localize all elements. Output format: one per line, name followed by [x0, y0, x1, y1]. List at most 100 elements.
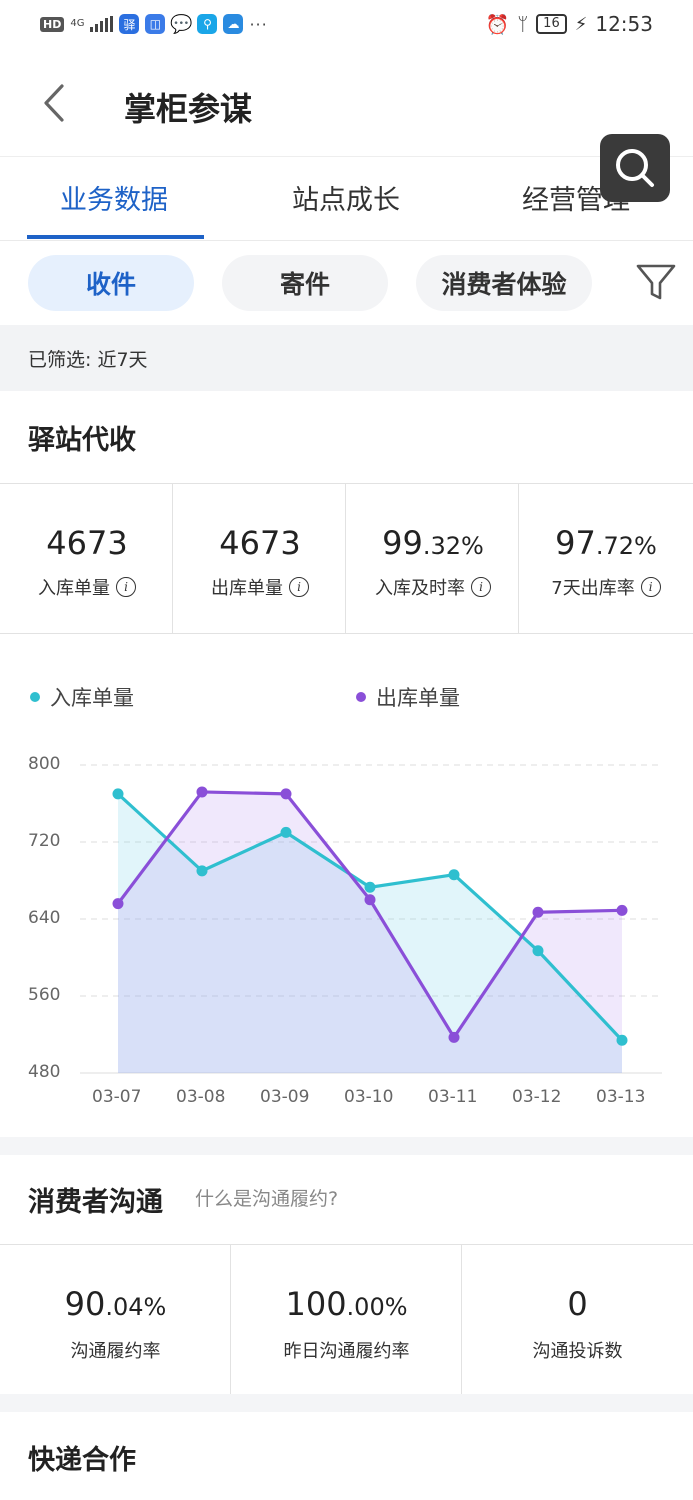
consumer-section-title: 消费者沟通 [28, 1187, 163, 1218]
section-divider [0, 1394, 693, 1412]
x-tick-label: 03-10 [344, 1087, 394, 1107]
subtabs: 收件 寄件 消费者体验 [0, 241, 693, 325]
status-icons-right: ⏰ ᛘ 16 ⚡ 12:53 [486, 12, 653, 36]
signal-icon [90, 16, 114, 32]
app-header [0, 50, 693, 157]
stat-label: 入库及时率 i [346, 574, 520, 600]
x-tick-label: 03-13 [596, 1087, 646, 1107]
filter-summary-text: 已筛选: 近7天 [28, 349, 148, 371]
stat-card-fulfillment-rate[interactable]: 90.04% 沟通履约率 [0, 1244, 232, 1395]
stat-value: 90.04% [64, 1285, 167, 1323]
battery-icon: 16 [536, 14, 567, 34]
page-title: 掌柜参谋 [124, 90, 253, 128]
x-tick-label: 03-12 [512, 1087, 562, 1107]
stat-card-inbound-timely-rate[interactable]: 99.32% 入库及时率 i [345, 483, 521, 634]
y-tick-label: 640 [28, 908, 61, 928]
subtab-consumer-experience[interactable]: 消费者体验 [416, 255, 592, 311]
y-tick-label: 480 [28, 1062, 61, 1082]
main-tabs: 业务数据 站点成长 经营管理 [0, 156, 693, 241]
data-point[interactable] [280, 788, 292, 800]
section-divider [0, 1137, 693, 1155]
active-tab-indicator [27, 235, 204, 239]
clock: 12:53 [595, 12, 653, 36]
stat-label: 沟通履约率 [70, 1341, 161, 1362]
chat-icon: 💬 [170, 13, 193, 35]
info-icon[interactable]: i [471, 577, 491, 597]
y-tick-label: 800 [28, 754, 61, 774]
search-button[interactable] [600, 134, 670, 202]
data-point[interactable] [448, 1031, 460, 1043]
stat-card-complaints[interactable]: 0 沟通投诉数 [461, 1244, 693, 1395]
legend-label: 入库单量 [50, 686, 134, 710]
data-point[interactable] [532, 945, 544, 957]
data-point[interactable] [448, 869, 460, 881]
stat-value: 4673 [219, 524, 301, 562]
data-point[interactable] [364, 894, 376, 906]
line-chart [80, 764, 662, 1074]
alarm-icon: ⏰ [485, 13, 510, 36]
tab-business-data[interactable]: 业务数据 [60, 185, 168, 216]
stat-label: 昨日沟通履约率 [283, 1341, 410, 1362]
stat-value: 100.00% [285, 1285, 408, 1323]
search-app-icon: ⚲ [197, 14, 218, 34]
data-point[interactable] [112, 898, 124, 910]
y-tick-label: 720 [28, 831, 61, 851]
filter-summary-bar [0, 325, 693, 391]
legend-inbound[interactable]: 入库单量 [30, 682, 134, 712]
express-section-title: 快递合作 [28, 1445, 136, 1476]
x-tick-label: 03-07 [92, 1087, 142, 1107]
legend-outbound[interactable]: 出库单量 [356, 682, 460, 712]
stat-card-yesterday-fulfillment-rate[interactable]: 100.00% 昨日沟通履约率 [230, 1244, 463, 1395]
station-section-title: 驿站代收 [28, 425, 136, 456]
station-app-icon: 驿 [119, 14, 140, 34]
charging-icon: ⚡ [574, 13, 588, 35]
stat-label: 7天出库率 i [519, 574, 693, 600]
stat-value: 97.72% [555, 524, 657, 562]
series-area [118, 791, 622, 1073]
search-icon [616, 149, 654, 187]
y-tick-label: 560 [28, 985, 61, 1005]
network-indicator: 4G [70, 18, 85, 29]
stat-label: 沟通投诉数 [532, 1341, 623, 1362]
x-tick-label: 03-09 [260, 1087, 310, 1107]
data-point[interactable] [532, 906, 544, 918]
bluetooth-icon: ᛘ [517, 13, 529, 35]
data-point[interactable] [196, 786, 208, 798]
data-point[interactable] [616, 904, 628, 916]
stat-label: 出库单量 i [173, 574, 347, 600]
data-point[interactable] [364, 881, 376, 893]
data-point[interactable] [616, 1034, 628, 1046]
hd-indicator: HD [40, 16, 65, 32]
cloud-app-icon: ☁ [223, 14, 244, 34]
stat-card-7day-outbound-rate[interactable]: 97.72% 7天出库率 i [518, 483, 693, 634]
x-tick-label: 03-08 [176, 1087, 226, 1107]
info-icon[interactable]: i [289, 577, 309, 597]
chevron-left-icon [44, 84, 64, 122]
status-bar: HD 4G 驿 ◫ 💬 ⚲ ☁ ··· ⏰ ᛘ 16 ⚡ 12:53 [0, 0, 693, 50]
data-point[interactable] [112, 788, 124, 800]
stat-value: 4673 [46, 524, 128, 562]
info-icon[interactable]: i [116, 577, 136, 597]
legend-label: 出库单量 [376, 686, 460, 710]
info-icon[interactable]: i [640, 577, 661, 597]
x-tick-label: 03-11 [428, 1087, 478, 1107]
subtab-receive[interactable]: 收件 [28, 255, 194, 311]
filter-button[interactable] [632, 258, 680, 306]
stat-value: 0 [567, 1285, 588, 1323]
stat-card-inbound[interactable]: 4673 入库单量 i [0, 483, 175, 634]
status-icons-left: HD 4G 驿 ◫ 💬 ⚲ ☁ ··· [40, 12, 268, 36]
series-area [118, 793, 622, 1073]
stat-label: 入库单量 i [0, 574, 174, 600]
legend-dot [30, 692, 40, 702]
more-notifications-icon: ··· [249, 14, 268, 34]
data-point[interactable] [280, 826, 292, 838]
stat-card-outbound[interactable]: 4673 出库单量 i [172, 483, 348, 634]
tab-station-growth[interactable]: 站点成长 [292, 185, 400, 216]
filter-icon [636, 264, 676, 300]
back-button[interactable] [30, 78, 80, 128]
legend-dot [356, 692, 366, 702]
subtab-send[interactable]: 寄件 [222, 255, 388, 311]
stat-value: 99.32% [382, 524, 484, 562]
data-point[interactable] [196, 865, 208, 877]
fulfillment-help-link[interactable]: 什么是沟通履约? [195, 1188, 339, 1210]
